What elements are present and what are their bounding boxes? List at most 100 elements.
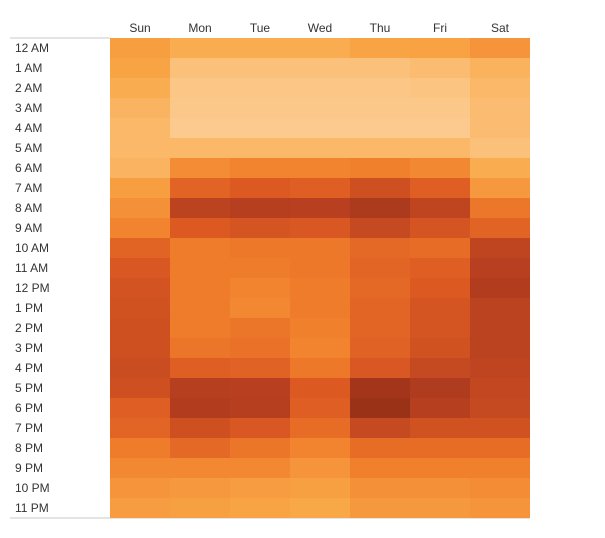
heatmap-cell-wed-6-am <box>290 158 350 178</box>
heatmap-cell-thu-6-pm <box>350 398 410 418</box>
heatmap-cell-sat-5-am <box>470 138 530 158</box>
heatmap-cell-fri-11-am <box>410 258 470 278</box>
heatmap-cell-sat-6-am <box>470 158 530 178</box>
row-label-5-pm: 5 PM <box>15 381 43 395</box>
row-label-2-am: 2 AM <box>15 81 42 95</box>
row-label-7-am: 7 AM <box>15 181 42 195</box>
heatmap-cell-mon-12-am <box>170 38 230 58</box>
heatmap-cell-thu-8-pm <box>350 438 410 458</box>
heatmap-cell-thu-3-pm <box>350 338 410 358</box>
column-label-fri: Fri <box>433 21 447 35</box>
heatmap-cell-sat-10-pm <box>470 478 530 498</box>
heatmap-cell-fri-2-am <box>410 78 470 98</box>
heatmap-cell-wed-9-pm <box>290 458 350 478</box>
heatmap-cell-fri-10-pm <box>410 478 470 498</box>
heatmap-cell-thu-3-am <box>350 98 410 118</box>
row-label-12-pm: 12 PM <box>15 281 50 295</box>
heatmap-cell-tue-7-pm <box>230 418 290 438</box>
heatmap-cell-mon-10-pm <box>170 478 230 498</box>
heatmap-cell-fri-1-am <box>410 58 470 78</box>
column-label-tue: Tue <box>250 21 271 35</box>
heatmap-cell-sat-12-am <box>470 38 530 58</box>
heatmap-cell-tue-4-am <box>230 118 290 138</box>
heatmap-cell-tue-2-pm <box>230 318 290 338</box>
heatmap-cell-wed-11-am <box>290 258 350 278</box>
heatmap-cell-sat-9-am <box>470 218 530 238</box>
heatmap-cell-tue-1-am <box>230 58 290 78</box>
heatmap-cell-fri-4-am <box>410 118 470 138</box>
column-label-wed: Wed <box>308 21 332 35</box>
heatmap-cell-sun-11-pm <box>110 498 170 518</box>
heatmap-cell-sat-8-am <box>470 198 530 218</box>
heatmap-cell-mon-3-am <box>170 98 230 118</box>
heatmap-cell-sat-7-pm <box>470 418 530 438</box>
heatmap-cell-tue-8-am <box>230 198 290 218</box>
heatmap-cell-wed-4-am <box>290 118 350 138</box>
row-label-5-am: 5 AM <box>15 141 42 155</box>
heatmap-cell-sun-6-am <box>110 158 170 178</box>
heatmap-cell-mon-1-pm <box>170 298 230 318</box>
heatmap-cell-sat-6-pm <box>470 398 530 418</box>
heatmap-cell-fri-3-pm <box>410 338 470 358</box>
heatmap-cell-sun-6-pm <box>110 398 170 418</box>
heatmap-cell-mon-5-am <box>170 138 230 158</box>
heatmap-cell-sun-12-am <box>110 38 170 58</box>
heatmap-cell-fri-12-pm <box>410 278 470 298</box>
heatmap-cell-thu-4-pm <box>350 358 410 378</box>
heatmap-cell-mon-1-am <box>170 58 230 78</box>
heatmap-cell-sun-8-am <box>110 198 170 218</box>
row-label-1-pm: 1 PM <box>15 301 43 315</box>
heatmap-cell-mon-9-pm <box>170 458 230 478</box>
heatmap-cell-wed-1-pm <box>290 298 350 318</box>
heatmap-cell-mon-4-pm <box>170 358 230 378</box>
heatmap-cell-thu-2-pm <box>350 318 410 338</box>
heatmap-cell-fri-10-am <box>410 238 470 258</box>
heatmap-cell-thu-11-pm <box>350 498 410 518</box>
heatmap-cell-tue-8-pm <box>230 438 290 458</box>
heatmap-cell-fri-6-pm <box>410 398 470 418</box>
heatmap-cell-sun-2-pm <box>110 318 170 338</box>
row-label-1-am: 1 AM <box>15 61 42 75</box>
row-label-12-am: 12 AM <box>15 41 49 55</box>
heatmap-cell-wed-6-pm <box>290 398 350 418</box>
heatmap-cell-tue-10-pm <box>230 478 290 498</box>
heatmap-cell-thu-7-am <box>350 178 410 198</box>
heatmap-cell-thu-5-am <box>350 138 410 158</box>
heatmap-cell-sat-7-am <box>470 178 530 198</box>
heatmap-cell-mon-2-pm <box>170 318 230 338</box>
heatmap-cell-wed-5-pm <box>290 378 350 398</box>
heatmap-cell-mon-6-am <box>170 158 230 178</box>
heatmap-cell-thu-10-am <box>350 238 410 258</box>
heatmap-cell-thu-12-pm <box>350 278 410 298</box>
column-label-mon: Mon <box>188 21 211 35</box>
column-label-thu: Thu <box>370 21 391 35</box>
heatmap-cell-sun-3-am <box>110 98 170 118</box>
heatmap-cell-fri-2-pm <box>410 318 470 338</box>
heatmap-cell-sun-12-pm <box>110 278 170 298</box>
row-label-6-pm: 6 PM <box>15 401 43 415</box>
column-label-sat: Sat <box>491 21 510 35</box>
heatmap-cell-fri-9-am <box>410 218 470 238</box>
heatmap-cell-fri-4-pm <box>410 358 470 378</box>
heatmap-cell-mon-7-am <box>170 178 230 198</box>
heatmap-cell-thu-9-am <box>350 218 410 238</box>
row-label-9-am: 9 AM <box>15 221 42 235</box>
heatmap-cell-sat-4-am <box>470 118 530 138</box>
heatmap-cell-sat-12-pm <box>470 278 530 298</box>
heatmap-cell-thu-2-am <box>350 78 410 98</box>
row-label-11-pm: 11 PM <box>15 501 49 515</box>
heatmap-cell-mon-11-am <box>170 258 230 278</box>
heatmap-cell-sat-11-am <box>470 258 530 278</box>
heatmap-cell-thu-1-pm <box>350 298 410 318</box>
row-label-7-pm: 7 PM <box>15 421 43 435</box>
row-label-11-am: 11 AM <box>15 261 48 275</box>
heatmap-cell-tue-5-pm <box>230 378 290 398</box>
heatmap-cell-sun-11-am <box>110 258 170 278</box>
row-label-9-pm: 9 PM <box>15 461 43 475</box>
heatmap-cell-sun-9-pm <box>110 458 170 478</box>
heatmap-cell-wed-2-pm <box>290 318 350 338</box>
heatmap-cell-tue-3-pm <box>230 338 290 358</box>
heatmap-cell-sun-10-am <box>110 238 170 258</box>
heatmap-cell-fri-3-am <box>410 98 470 118</box>
